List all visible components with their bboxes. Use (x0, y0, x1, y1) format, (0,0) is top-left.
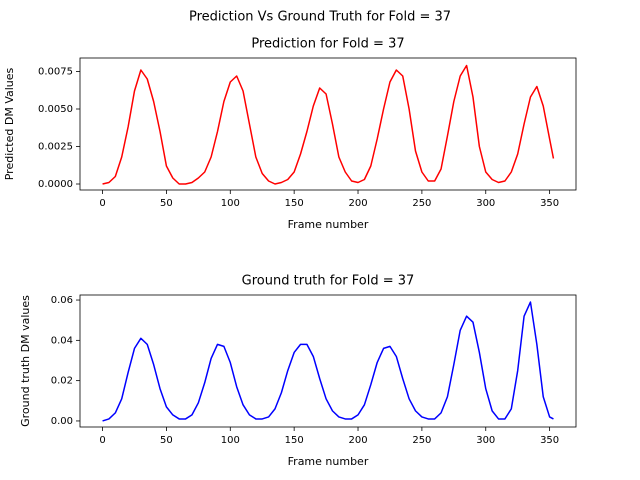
y-axis-label: Predicted DM Values (3, 67, 16, 180)
x-tick-label: 200 (348, 435, 367, 446)
y-tick-label: 0.06 (51, 295, 73, 306)
x-tick-label: 50 (160, 198, 173, 209)
x-tick-label: 150 (285, 435, 304, 446)
line-series (102, 64, 555, 185)
y-tick-label: 0.04 (51, 335, 73, 346)
y-tick-label: 0.0050 (38, 104, 73, 115)
line-series (102, 301, 554, 422)
y-tick-label: 0.0025 (38, 142, 73, 153)
x-tick-label: 200 (348, 198, 367, 209)
y-tick-label: 0.0075 (38, 67, 73, 78)
axes-frame (79, 57, 577, 191)
x-axis-label: Frame number (288, 218, 369, 231)
x-axis-label: Frame number (288, 455, 369, 468)
x-tick-label: 250 (412, 198, 431, 209)
x-tick-label: 250 (412, 435, 431, 446)
x-tick-label: 100 (221, 198, 240, 209)
x-tick-label: 0 (99, 435, 105, 446)
x-tick-label: 300 (476, 198, 495, 209)
axes-title: Prediction for Fold = 37 (251, 37, 404, 52)
x-tick-label: 0 (99, 198, 105, 209)
x-tick-label: 300 (476, 435, 495, 446)
x-tick-label: 150 (285, 198, 304, 209)
y-tick-label: 0.02 (51, 376, 73, 387)
y-tick-label: 0.00 (51, 416, 73, 427)
x-tick-label: 350 (540, 198, 559, 209)
axes-frame (79, 294, 577, 428)
y-axis-label: Ground truth DM values (19, 295, 32, 427)
x-tick-label: 50 (160, 435, 173, 446)
figure-title: Prediction Vs Ground Truth for Fold = 37 (189, 10, 451, 25)
x-tick-label: 100 (221, 435, 240, 446)
y-tick-label: 0.0000 (38, 179, 73, 190)
x-tick-label: 350 (540, 435, 559, 446)
axes-title: Ground truth for Fold = 37 (242, 274, 415, 289)
